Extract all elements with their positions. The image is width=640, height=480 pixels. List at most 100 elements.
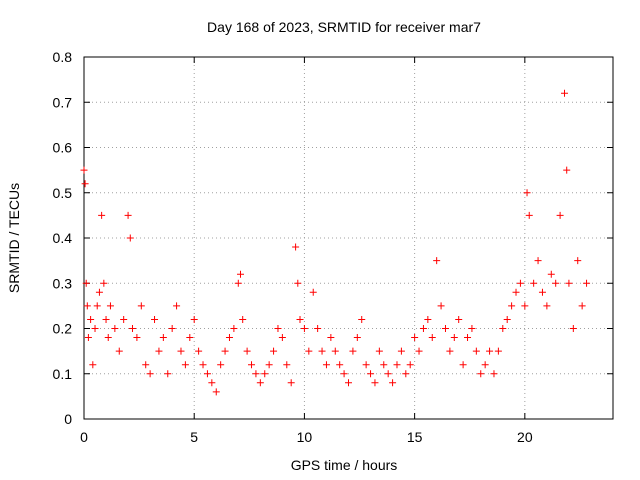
data-point xyxy=(367,370,375,378)
data-point xyxy=(100,279,108,287)
data-point xyxy=(199,361,207,369)
data-point xyxy=(393,361,401,369)
data-point xyxy=(503,315,511,323)
y-tick-label: 0.5 xyxy=(53,185,73,201)
y-tick-label: 0.4 xyxy=(53,230,73,246)
data-point xyxy=(459,361,467,369)
x-axis-label: GPS time / hours xyxy=(291,457,398,473)
data-point xyxy=(552,279,560,287)
data-point xyxy=(155,347,163,355)
data-point xyxy=(331,347,339,355)
x-tick-label: 15 xyxy=(407,429,423,445)
data-point xyxy=(362,361,370,369)
data-point xyxy=(146,370,154,378)
y-tick-label: 0.2 xyxy=(53,321,73,337)
data-point xyxy=(84,334,92,342)
data-point xyxy=(115,347,123,355)
data-point xyxy=(234,279,242,287)
data-point xyxy=(95,288,103,296)
data-point xyxy=(446,347,454,355)
data-point xyxy=(195,347,203,355)
data-point xyxy=(239,315,247,323)
data-point xyxy=(87,315,95,323)
data-point xyxy=(133,334,141,342)
data-point xyxy=(159,334,167,342)
data-point xyxy=(190,315,198,323)
data-point xyxy=(106,302,114,310)
data-point xyxy=(415,347,423,355)
data-point xyxy=(318,347,326,355)
data-point xyxy=(353,334,361,342)
data-point xyxy=(265,361,273,369)
data-point xyxy=(294,279,302,287)
data-point xyxy=(411,334,419,342)
data-point xyxy=(164,370,172,378)
data-point xyxy=(168,325,176,332)
x-tick-label: 0 xyxy=(80,429,88,445)
data-point xyxy=(556,211,564,219)
data-point xyxy=(406,361,414,369)
data-point xyxy=(142,361,150,369)
data-point xyxy=(490,370,498,378)
data-point xyxy=(208,379,216,387)
data-point xyxy=(177,347,185,355)
data-point xyxy=(428,334,436,342)
data-point xyxy=(494,347,502,355)
data-point xyxy=(563,166,571,174)
data-point xyxy=(283,361,291,369)
data-point xyxy=(91,325,99,332)
data-point xyxy=(437,302,445,310)
data-point xyxy=(569,325,577,332)
data-point xyxy=(128,325,136,332)
data-point xyxy=(203,370,211,378)
data-point xyxy=(309,288,317,296)
data-point xyxy=(523,189,531,197)
data-point xyxy=(217,361,225,369)
data-point xyxy=(248,361,256,369)
data-point xyxy=(534,257,542,265)
y-tick-label: 0.3 xyxy=(53,275,73,291)
data-point xyxy=(102,315,110,323)
data-point xyxy=(236,270,244,278)
data-point xyxy=(508,302,516,310)
data-point xyxy=(256,379,264,387)
data-point xyxy=(371,379,379,387)
data-point xyxy=(221,347,229,355)
data-point xyxy=(82,279,90,287)
data-point xyxy=(104,334,112,342)
data-point xyxy=(98,211,106,219)
data-point xyxy=(561,89,569,97)
data-point xyxy=(225,334,233,342)
data-point xyxy=(151,315,159,323)
data-point xyxy=(327,334,335,342)
data-point xyxy=(547,270,555,278)
data-point xyxy=(450,334,458,342)
data-point xyxy=(543,302,551,310)
y-tick-label: 0.7 xyxy=(53,94,73,110)
data-point xyxy=(278,334,286,342)
data-point xyxy=(124,211,132,219)
data-point xyxy=(481,361,489,369)
data-point xyxy=(486,347,494,355)
data-point xyxy=(389,379,397,387)
data-point xyxy=(111,325,119,332)
data-point xyxy=(300,325,308,332)
data-point xyxy=(578,302,586,310)
data-point xyxy=(322,361,330,369)
data-point xyxy=(380,361,388,369)
data-point xyxy=(292,243,300,251)
data-points xyxy=(80,89,591,396)
data-point xyxy=(314,325,322,332)
data-point xyxy=(336,361,344,369)
data-point xyxy=(565,279,573,287)
x-tick-label: 5 xyxy=(190,429,198,445)
data-point xyxy=(81,180,89,188)
chart-title: Day 168 of 2023, SRMTID for receiver mar… xyxy=(207,19,481,35)
data-point xyxy=(252,370,260,378)
data-point xyxy=(89,361,97,369)
data-point xyxy=(305,347,313,355)
data-point xyxy=(375,347,383,355)
data-point xyxy=(516,279,524,287)
data-point xyxy=(270,347,278,355)
